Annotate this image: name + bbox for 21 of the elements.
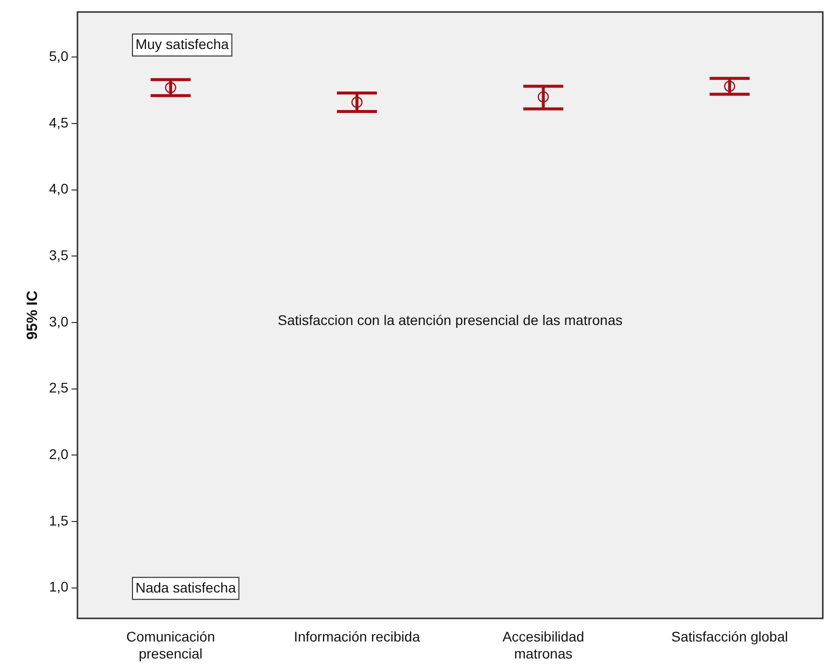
x-tick-label: Accesibilidad matronas [502,628,584,662]
y-axis-title: 95% IC [24,290,42,340]
point [538,91,549,103]
annotation: Muy satisfecha [135,36,230,52]
y-tick-label: 3,0 [48,313,69,330]
point [724,80,736,92]
y-tick-label: 5,0 [48,48,69,64]
y-tick-label: 2,5 [48,380,69,396]
y-tick-label: 1,5 [48,512,69,528]
annotation: Nada satisfecha [135,579,236,596]
y-tick-label: 3,5 [48,247,69,264]
y-tick-label: 2,0 [48,446,69,462]
x-tick-label: Información recibida [294,628,420,645]
y-tick-label: 4,0 [48,180,69,197]
y-tick-label: 4,5 [48,114,69,130]
y-tick-label: 1,0 [48,578,69,595]
point [351,96,363,108]
x-tick-label: Satisfacción global [671,628,788,645]
annotation: Satisfaccion con la atención presencial de las matronas [278,312,623,328]
x-tick-label: Comunicación presencial [126,628,215,662]
point [165,82,176,94]
